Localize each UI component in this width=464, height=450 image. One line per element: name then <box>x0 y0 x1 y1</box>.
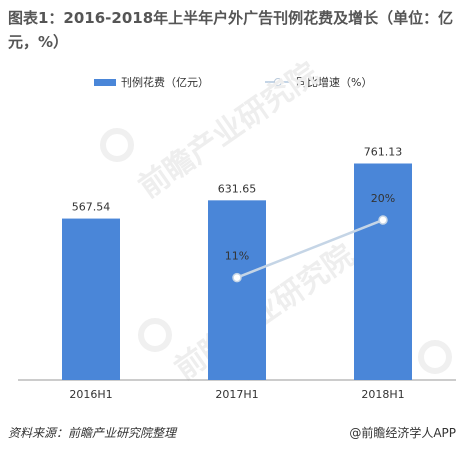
growth-value-label: 20% <box>371 192 395 205</box>
growth-value-label: 11% <box>225 250 249 263</box>
bar <box>208 200 266 380</box>
watermark-logo-icon <box>100 128 134 162</box>
watermark-logo-icon <box>138 318 172 352</box>
bar-value-label: 761.13 <box>364 146 403 159</box>
legend-line-swatch <box>265 77 291 87</box>
growth-point <box>232 272 242 283</box>
legend-bar-label: 刊例花费（亿元） <box>121 76 209 89</box>
source-note: 资料来源：前瞻产业研究院整理 <box>8 426 177 440</box>
chart-area: 567.54 631.65 761.13 11% 20% 2016H1 2017H1 20… <box>18 146 456 401</box>
growth-point <box>378 215 388 225</box>
x-tick-label: 2018H1 <box>361 388 404 401</box>
bar <box>62 218 120 380</box>
bar-value-label: 567.54 <box>72 201 111 214</box>
watermark-logo-icon <box>418 340 452 374</box>
bar <box>354 163 412 380</box>
legend-item-line: 同比增速（%） <box>265 74 372 90</box>
x-tick-label: 2017H1 <box>215 388 258 401</box>
chart-title: 图表1：2016-2018年上半年户外广告刊例花费及增长（单位：亿元，%） <box>8 9 454 51</box>
x-tick-label: 2016H1 <box>69 388 112 401</box>
legend-item-bar: 刊例花费（亿元） <box>94 74 209 90</box>
brand-credit: @前瞻经济学人APP <box>349 426 456 440</box>
growth-line <box>236 218 384 279</box>
bar-value-label: 631.65 <box>218 182 257 195</box>
legend-bar-swatch <box>94 78 116 86</box>
legend-line-label: 同比增速（%） <box>296 76 373 89</box>
